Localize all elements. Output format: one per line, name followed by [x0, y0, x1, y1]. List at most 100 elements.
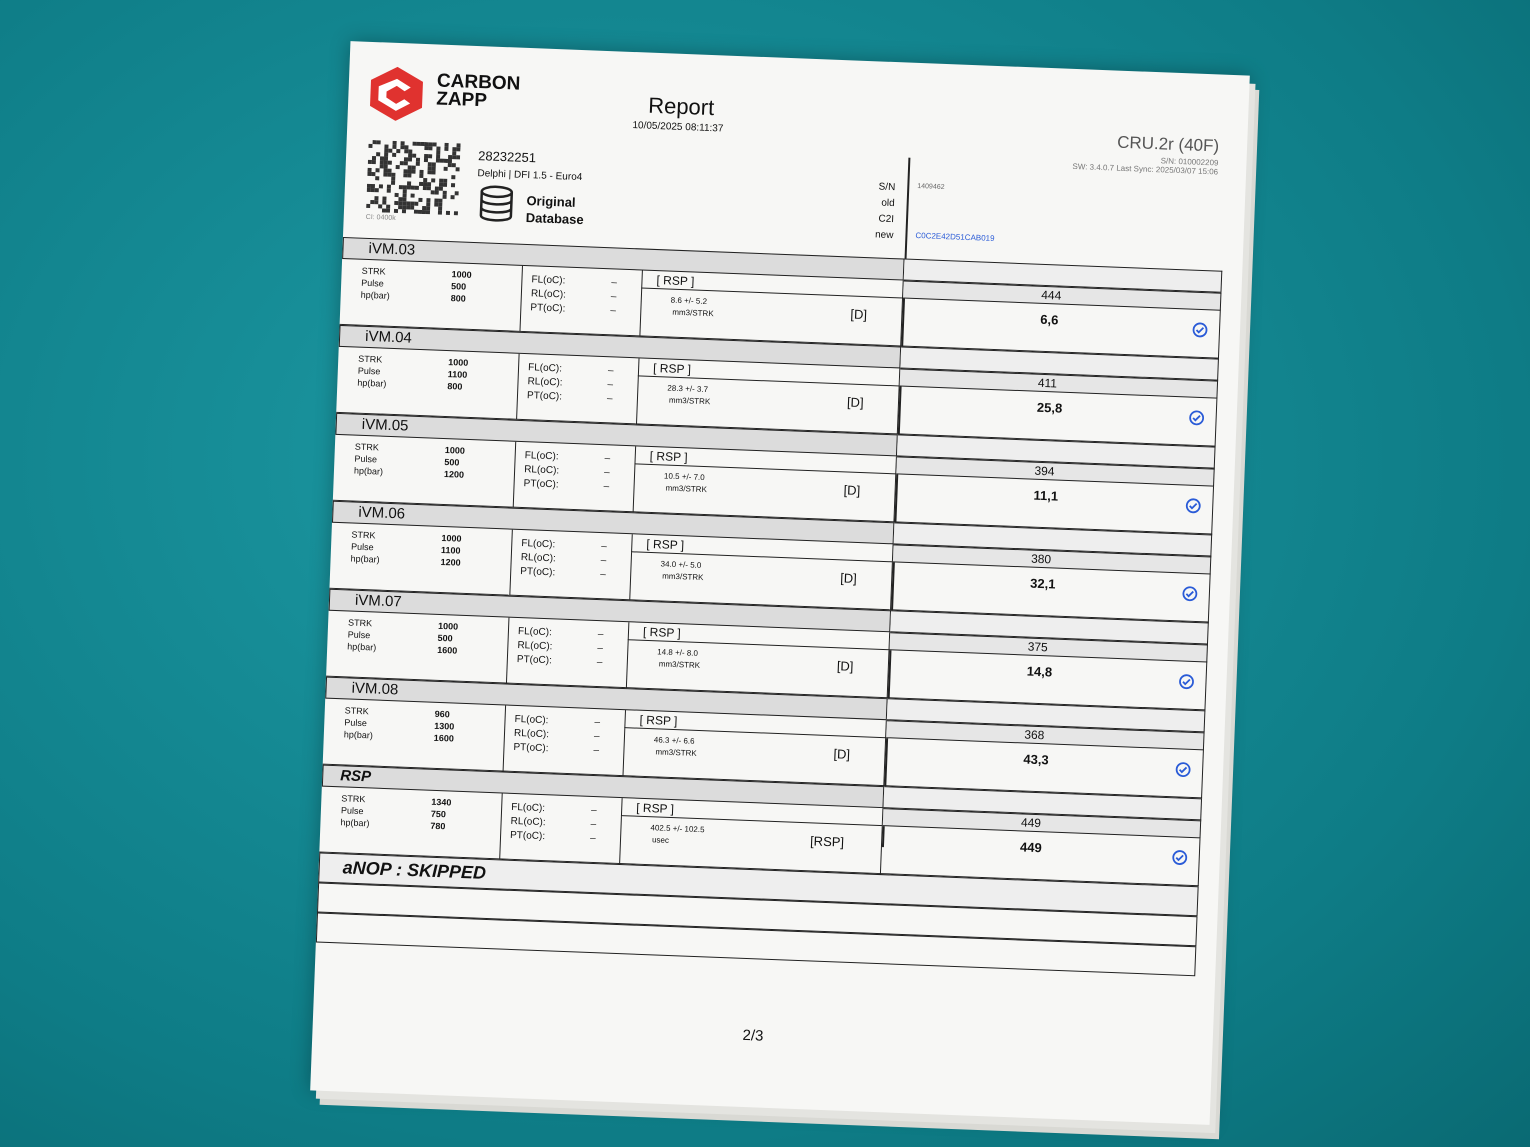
qr-cell: [420, 141, 425, 147]
qr-cell: [410, 193, 415, 198]
qr-cell: [371, 160, 376, 165]
qr-cell: [414, 201, 419, 206]
param-value: 500: [444, 457, 460, 468]
flag: [D]: [846, 394, 864, 411]
temp-value: –: [590, 818, 597, 831]
qr-cell: [451, 175, 456, 180]
param-label: hp(bar): [350, 553, 380, 565]
check-icon: [1178, 673, 1195, 690]
database-line: Database: [525, 209, 584, 228]
qr-cell: [451, 163, 456, 168]
unit: mm3/STRK: [658, 659, 701, 670]
qr-cell: [374, 200, 379, 205]
rsp-label: [ RSP ]: [656, 273, 695, 289]
param-label: Pulse: [354, 453, 378, 465]
param-value: 1600: [436, 644, 458, 656]
param-label: hp(bar): [353, 465, 384, 477]
qr-cell: [450, 183, 456, 188]
qr-cell: [385, 208, 391, 213]
database: Original Database: [526, 192, 585, 228]
ident-label: old: [881, 197, 895, 210]
qr-cell: [443, 178, 448, 183]
check-icon: [1182, 585, 1199, 602]
qr-cell: [453, 211, 459, 216]
param-value: 1000: [437, 620, 459, 632]
qr-cell: [439, 178, 444, 183]
measured: 368: [1024, 727, 1045, 743]
temp-value: –: [603, 467, 610, 479]
qr-cell: [411, 165, 416, 170]
measured: 380: [1030, 551, 1052, 567]
qr-cell: [436, 146, 441, 151]
qr-cell: [424, 154, 429, 159]
qr-cell: [412, 141, 417, 146]
qr-cell: [436, 154, 441, 159]
temp-value: –: [606, 393, 613, 405]
param-value: 1200: [443, 469, 465, 480]
qr-cell: [442, 194, 447, 199]
qr-cell: [444, 142, 449, 147]
temp-value: –: [597, 629, 604, 641]
qr-cell: [386, 204, 391, 209]
qr-cell: [398, 197, 403, 202]
qr-cell: [367, 159, 372, 165]
temp-value: –: [601, 541, 608, 553]
test-name: iVM.05: [361, 415, 409, 435]
qr-cell: [376, 152, 381, 157]
qr-cell: [436, 150, 441, 155]
qr-cell: [376, 140, 381, 145]
param-label: Pulse: [357, 365, 381, 377]
qr-cell: [422, 205, 427, 211]
qr-cell: [384, 144, 389, 149]
temp-label: FL(oC):: [531, 274, 566, 287]
qr-cell: [395, 164, 400, 170]
param-value: 960: [434, 708, 450, 720]
check-icon: [1171, 849, 1188, 866]
qr-cell: [423, 158, 429, 163]
flag: [D]: [833, 746, 851, 762]
qr-cell: [375, 176, 380, 181]
qr-cell: [431, 178, 436, 183]
qr-cell: [402, 197, 407, 202]
param-value: 800: [450, 293, 466, 304]
check: [1182, 586, 1198, 602]
flag: [D]: [836, 658, 854, 674]
qr-cell: [371, 156, 377, 161]
param-label: STRK: [341, 793, 366, 805]
qr-cell: [450, 195, 455, 200]
param-label: Pulse: [347, 629, 371, 641]
param-value: 500: [450, 281, 467, 292]
qr-cell: [419, 169, 424, 175]
qr-cell: [427, 166, 432, 171]
qr-cell: [379, 156, 385, 161]
temp-label: PT(oC):: [516, 653, 553, 667]
qr-cell: [438, 182, 444, 187]
qr-cell: [379, 160, 384, 165]
qr-cell: [430, 190, 435, 195]
param-label: hp(bar): [347, 641, 377, 653]
qr-cell: [412, 153, 417, 158]
param-label: Pulse: [361, 277, 384, 289]
temp-value: –: [611, 277, 618, 289]
qr-cell: [404, 145, 409, 150]
param-label: STRK: [354, 441, 380, 453]
serial: 1409462: [917, 182, 945, 192]
qr-cell: [400, 141, 405, 146]
test-name: iVM.03: [368, 239, 416, 259]
qr-cell: [443, 158, 449, 163]
check: [1189, 410, 1205, 426]
check: [1172, 850, 1188, 865]
qr-cell: [384, 152, 389, 157]
qr-cell: [406, 201, 411, 206]
new-code: C0C2E42D51CAB019: [915, 230, 995, 243]
check: [1185, 498, 1201, 514]
temp-label: PT(oC):: [530, 302, 566, 315]
temp-value: –: [596, 657, 603, 669]
qr-cell: [431, 166, 436, 171]
qr-cell: [407, 165, 412, 170]
qr-cell: [434, 198, 439, 203]
measured: 394: [1034, 463, 1055, 479]
param-value: 780: [430, 820, 446, 832]
qr-cell: [416, 141, 421, 146]
qr-cell: [438, 198, 443, 203]
